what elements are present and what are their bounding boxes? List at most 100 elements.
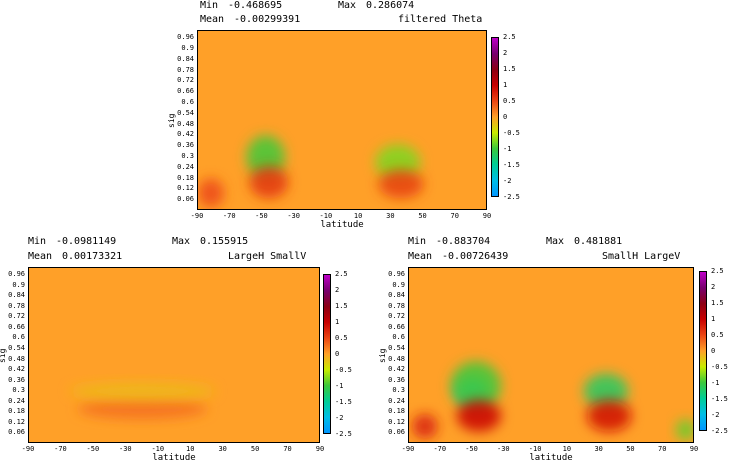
stat-min-value: -0.0981149 [56, 236, 117, 247]
y-tick-label: 0.6 [12, 333, 25, 342]
y-tick-label: 0.06 [177, 195, 194, 204]
x-tick-label: -50 [86, 445, 100, 453]
colorbar-tick-label: -2 [503, 177, 512, 185]
colorbar-tick-label: 1 [335, 318, 340, 326]
heatmap-feature-4 [198, 178, 224, 208]
y-tick-label: 0.48 [388, 354, 405, 363]
x-tick-label: -10 [319, 212, 333, 220]
chart-title: filtered Theta [398, 14, 483, 25]
y-tick-label: 0.24 [177, 162, 194, 171]
colorbar-tick-label: 1.5 [711, 299, 724, 307]
x-tick-label: 30 [386, 212, 395, 220]
y-tick-label: 0.78 [388, 301, 405, 310]
x-tick-label: -10 [151, 445, 165, 453]
colorbar-tick-label: 1.5 [335, 302, 348, 310]
y-tick-label: 0.9 [392, 280, 405, 289]
colorbar-tick-label: 1 [503, 81, 508, 89]
y-tick-label: 0.9 [181, 44, 194, 52]
heatmap-plot-area [28, 267, 320, 443]
y-axis-label: sig [378, 348, 387, 363]
y-tick-label: 0.72 [8, 312, 25, 321]
stat-min-value: -0.468695 [228, 0, 283, 11]
colorbar-tick-label: -2.5 [711, 427, 728, 435]
y-tick-label: 0.18 [177, 173, 194, 182]
heatmap-svg [29, 268, 319, 442]
heatmap-feature-3 [456, 400, 502, 432]
colorbar [323, 274, 331, 434]
colorbar-tick-label: 2 [335, 286, 340, 294]
stat-max-value: 0.481881 [574, 236, 623, 247]
x-tick-label: -70 [433, 445, 447, 453]
colorbar-tick-label: -0.5 [711, 363, 728, 371]
y-tick-label: 0.06 [388, 428, 405, 437]
heatmap-feature-6 [675, 419, 693, 441]
stat-max-label: Max [172, 236, 191, 247]
y-tick-label: 0.84 [388, 291, 405, 300]
x-tick-label: 90 [482, 212, 492, 220]
colorbar-tick-label: -2 [711, 411, 720, 419]
y-tick-label: 0.96 [8, 270, 25, 279]
y-tick-label: 0.6 [392, 333, 405, 342]
heatmap-svg [198, 31, 486, 209]
heatmap-plot-area [408, 267, 694, 443]
stat-mean-label: Mean [28, 251, 53, 262]
heatmap-feature-0 [77, 398, 208, 420]
y-tick-label: 0.36 [177, 141, 194, 150]
y-tick-label: 0.78 [8, 301, 25, 310]
colorbar-tick-label: -2.5 [503, 193, 520, 201]
colorbar-tick-label: -0.5 [503, 129, 520, 137]
y-tick-label: 0.12 [177, 184, 194, 193]
heatmap-feature-3 [378, 169, 424, 199]
heatmap-background [198, 31, 486, 209]
y-tick-label: 0.42 [177, 130, 194, 139]
x-tick-label: -30 [287, 212, 300, 220]
heatmap-background [409, 268, 693, 442]
y-tick-label: 0.66 [388, 322, 405, 331]
stat-min-label: Min [200, 0, 219, 11]
stat-mean-value: 0.00173321 [62, 251, 123, 262]
colorbar-tick-label: -1 [335, 382, 344, 390]
y-tick-label: 0.12 [8, 417, 25, 426]
stat-mean-value: -0.00726439 [442, 251, 509, 262]
y-tick-label: 0.78 [177, 65, 194, 74]
y-tick-label: 0.06 [8, 428, 25, 437]
stat-max-value: 0.155915 [200, 236, 249, 247]
colorbar [491, 37, 499, 197]
y-tick-label: 0.48 [177, 119, 194, 128]
x-tick-label: 90 [689, 445, 699, 453]
colorbar-tick-label: 0.5 [503, 97, 516, 105]
colorbar-tick-label: 2.5 [503, 33, 516, 41]
heatmap-plot-area [197, 30, 487, 210]
heatmap-feature-1 [450, 361, 502, 411]
y-tick-label: 0.36 [8, 375, 25, 384]
y-tick-label: 0.54 [388, 343, 405, 352]
colorbar-tick-label: 2 [503, 49, 508, 57]
heatmap-feature-2 [249, 166, 289, 199]
x-tick-label: -70 [222, 212, 236, 220]
x-tick-label: -50 [255, 212, 268, 220]
x-tick-label: 50 [418, 212, 427, 220]
x-tick-label: -10 [528, 445, 542, 453]
y-tick-label: 0.18 [8, 407, 25, 416]
heatmap-feature-4 [586, 400, 632, 432]
y-tick-label: 0.42 [388, 365, 405, 374]
colorbar-tick-label: 0 [335, 350, 340, 358]
y-axis-label: sig [0, 348, 7, 363]
colorbar-tick-label: -1 [503, 145, 512, 153]
x-tick-label: -30 [497, 445, 510, 453]
y-tick-label: 0.66 [177, 87, 194, 96]
colorbar-tick-label: 2 [711, 283, 716, 291]
y-tick-label: 0.24 [388, 396, 405, 405]
stat-mean-label: Mean [200, 14, 225, 25]
x-tick-label: 50 [626, 445, 635, 453]
y-tick-label: 0.54 [177, 108, 194, 117]
colorbar-tick-label: 0 [503, 113, 508, 121]
colorbar-tick-label: -1 [711, 379, 720, 387]
x-tick-label: -90 [401, 445, 415, 453]
chart-title: LargeH SmallV [228, 251, 307, 262]
y-tick-label: 0.12 [388, 417, 405, 426]
y-tick-label: 0.36 [388, 375, 405, 384]
y-tick-label: 0.96 [177, 33, 194, 42]
stat-min-label: Min [28, 236, 47, 247]
y-tick-label: 0.84 [177, 54, 194, 63]
